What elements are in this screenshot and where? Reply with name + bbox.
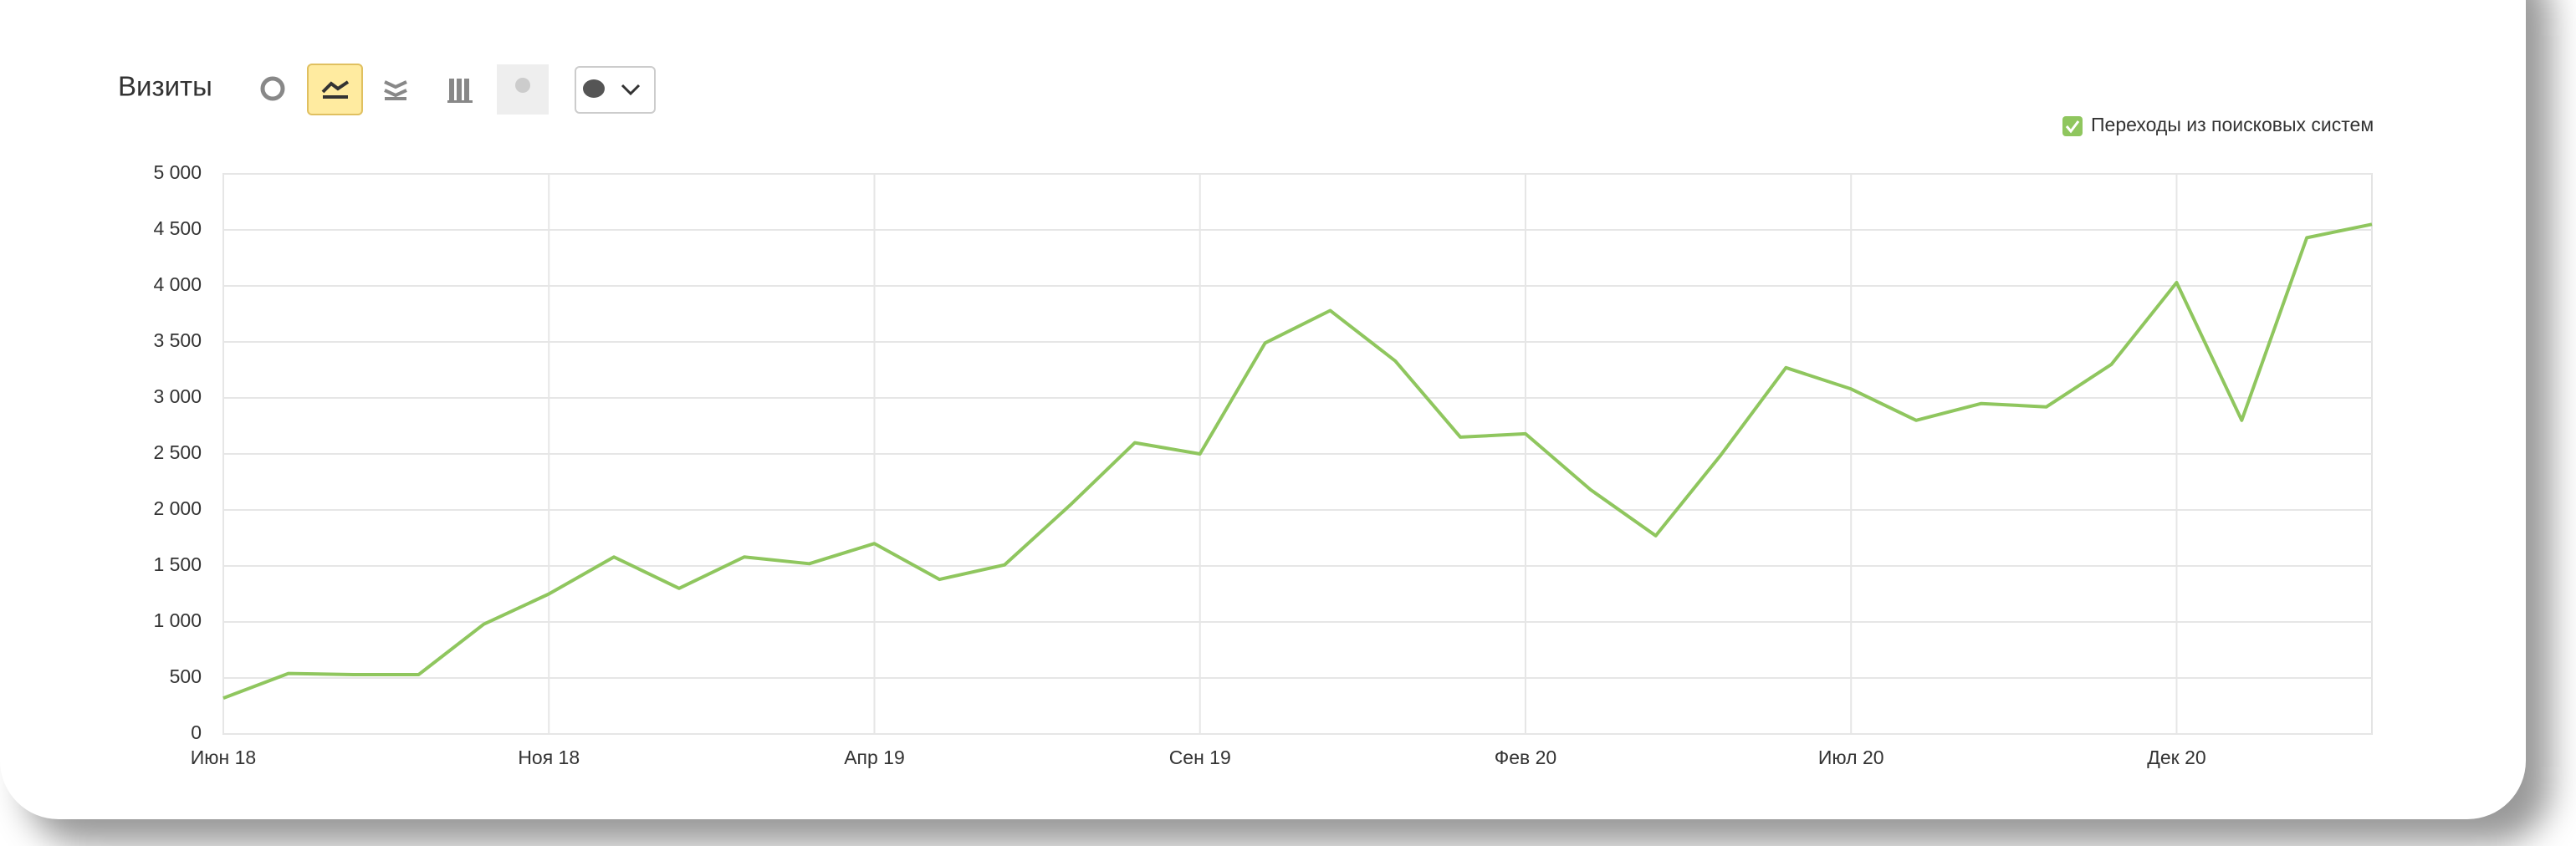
y-tick-label: 3 500	[153, 329, 202, 351]
line-icon[interactable]	[307, 64, 363, 115]
legend-label: Переходы из поисковых систем	[2091, 114, 2374, 135]
y-tick-label: 5 000	[153, 161, 202, 183]
y-tick-label: 2 500	[153, 441, 202, 463]
card	[0, 0, 2526, 819]
x-tick-label: Июн 18	[191, 747, 256, 768]
bar-icon[interactable]	[447, 79, 473, 103]
y-tick-label: 1 500	[153, 553, 202, 575]
legend-check	[2065, 120, 2080, 134]
line	[222, 222, 2373, 700]
y-tick-label: 500	[170, 665, 202, 687]
x-tick-label: Фев 20	[1495, 747, 1556, 768]
y-tick-label: 0	[191, 721, 202, 743]
y-tick-label: 4 000	[153, 273, 202, 295]
y-tick-label: 3 000	[153, 385, 202, 407]
x-tick-label: Ноя 18	[518, 747, 580, 768]
y-tick-label: 1 000	[153, 609, 202, 631]
x-tick-label: Апр 19	[844, 747, 905, 768]
x-tick-label: Дек 20	[2147, 747, 2205, 768]
y-tick-label: 2 000	[153, 497, 202, 519]
area-icon[interactable]	[384, 80, 407, 100]
x-tick-label: Сен 19	[1169, 747, 1231, 768]
comment-dropdown[interactable]	[575, 66, 656, 114]
x-tick-label: Июл 20	[1818, 747, 1884, 768]
toolbar	[260, 64, 656, 115]
chart-title: Визиты	[118, 71, 212, 102]
pie-icon[interactable]	[260, 76, 285, 101]
y-tick-label: 4 500	[153, 217, 202, 239]
legend-checkbox[interactable]	[2062, 116, 2083, 136]
